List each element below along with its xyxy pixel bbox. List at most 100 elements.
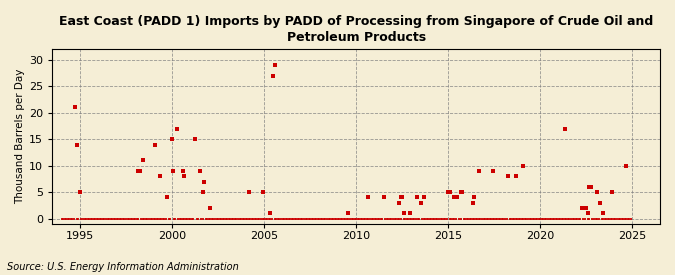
Point [375,216,386,221]
Point [398,211,409,215]
Point [122,216,133,221]
Point [360,216,371,221]
Point [404,216,415,221]
Point [371,216,381,221]
Point [133,216,144,221]
Point [197,216,208,221]
Point [225,216,236,221]
Point [65,216,76,221]
Point [604,216,615,221]
Point [560,126,570,131]
Point [345,216,356,221]
Point [403,216,414,221]
Point [357,216,368,221]
Point [245,216,256,221]
Point [585,185,596,189]
Point [366,216,377,221]
Point [491,216,502,221]
Point [484,216,495,221]
Point [409,216,420,221]
Point [108,216,119,221]
Point [208,216,219,221]
Point [72,216,82,221]
Point [416,216,427,221]
Point [543,216,554,221]
Point [470,216,481,221]
Point [161,216,171,221]
Point [568,216,579,221]
Point [538,216,549,221]
Point [601,216,612,221]
Point [444,216,455,221]
Point [259,216,269,221]
Point [354,216,364,221]
Point [432,216,443,221]
Point [478,216,489,221]
Point [277,216,288,221]
Point [168,216,179,221]
Point [98,216,109,221]
Point [234,216,245,221]
Point [233,216,244,221]
Point [99,216,110,221]
Point [541,216,552,221]
Point [200,216,211,221]
Point [207,216,217,221]
Point [425,216,435,221]
Point [503,174,514,178]
Point [280,216,291,221]
Point [104,216,115,221]
Point [497,216,508,221]
Point [130,216,140,221]
Point [567,216,578,221]
Point [182,216,193,221]
Point [596,216,607,221]
Point [387,216,398,221]
Point [452,195,463,200]
Point [171,126,182,131]
Point [602,216,613,221]
Point [240,216,251,221]
Point [615,216,626,221]
Point [125,216,136,221]
Point [319,216,329,221]
Point [374,216,385,221]
Point [531,216,541,221]
Point [566,216,576,221]
Point [186,216,197,221]
Point [298,216,309,221]
Point [296,216,306,221]
Point [516,216,527,221]
Point [448,216,458,221]
Point [415,200,426,205]
Point [176,216,186,221]
Point [621,216,632,221]
Point [483,216,493,221]
Point [314,216,325,221]
Point [220,216,231,221]
Point [385,216,396,221]
Point [139,216,150,221]
Point [173,216,184,221]
Point [343,216,354,221]
Point [515,216,526,221]
Point [349,216,360,221]
Point [612,216,622,221]
Point [518,163,529,168]
Point [466,216,477,221]
Point [78,216,88,221]
Point [587,216,598,221]
Point [338,216,349,221]
Point [581,206,592,210]
Point [159,216,169,221]
Point [300,216,311,221]
Point [192,216,203,221]
Point [584,185,595,189]
Point [379,195,389,200]
Point [481,216,492,221]
Point [331,216,342,221]
Point [555,216,566,221]
Point [121,216,132,221]
Point [222,216,233,221]
Text: Source: U.S. Energy Information Administration: Source: U.S. Energy Information Administ… [7,262,238,272]
